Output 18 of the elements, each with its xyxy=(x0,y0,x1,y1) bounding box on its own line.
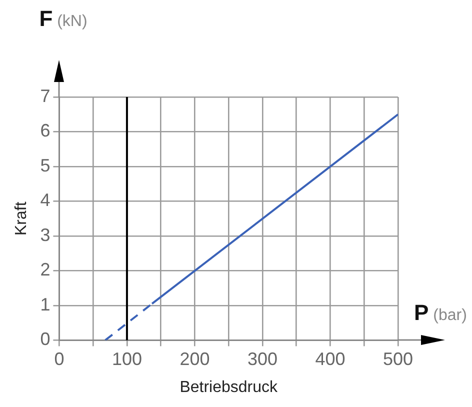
text: P (bar) xyxy=(414,300,467,326)
x-tick-label: 500 xyxy=(382,348,414,369)
y-tick-label: 5 xyxy=(40,155,50,176)
x-tick-label: 200 xyxy=(180,348,210,369)
x-tick-label: 400 xyxy=(315,348,346,369)
x-tick-label: 300 xyxy=(247,348,278,369)
y-tick-label: 1 xyxy=(40,294,50,314)
text: F (kN) xyxy=(39,6,88,31)
y-tick-label: 0 xyxy=(40,329,50,350)
x-tick-label: 100 xyxy=(112,348,142,369)
y-tick-label: 4 xyxy=(40,190,50,210)
y-tick-label: 6 xyxy=(40,120,50,141)
y-tick-label: 7 xyxy=(40,86,50,106)
x-axis-title: Betriebsdruck xyxy=(180,378,279,396)
x-tick-label: 0 xyxy=(54,348,64,369)
y-tick-label: 2 xyxy=(40,260,50,280)
y-axis-title: Kraft xyxy=(13,201,30,236)
y-tick-label: 3 xyxy=(40,224,50,245)
